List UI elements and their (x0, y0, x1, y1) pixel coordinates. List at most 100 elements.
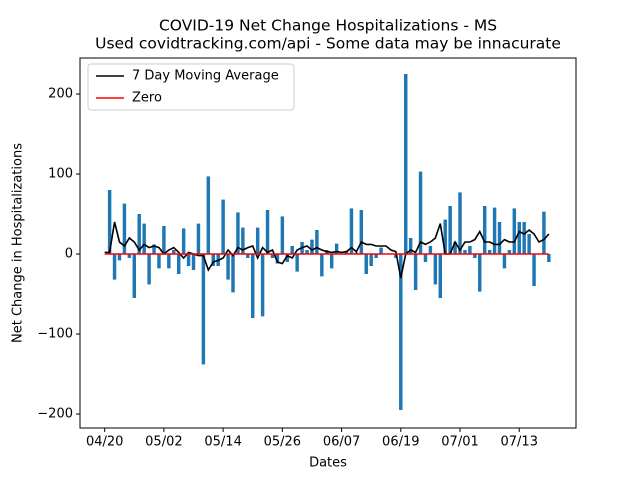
bar (458, 192, 462, 254)
bar (310, 239, 314, 254)
bar (413, 254, 418, 290)
bar (532, 254, 536, 286)
bar (512, 208, 517, 254)
bar (236, 212, 240, 254)
bar (265, 210, 270, 254)
bar (542, 211, 546, 254)
bar (206, 176, 211, 254)
bar (399, 254, 403, 410)
y-tick-label: 200 (48, 87, 73, 102)
legend-box (87, 63, 295, 111)
bar (517, 222, 521, 254)
bar (527, 234, 531, 254)
bar (320, 254, 324, 277)
bar (448, 206, 452, 254)
bar (478, 254, 482, 292)
bar (374, 254, 378, 258)
x-tick-label: 06/19 (382, 435, 419, 450)
bar (117, 254, 122, 261)
chart-title: COVID-19 Net Change Hospitalizations - M… (159, 17, 497, 35)
bar (463, 250, 467, 254)
bar (152, 244, 156, 254)
bar (191, 254, 196, 270)
y-tick-label: −100 (37, 327, 73, 342)
bar (468, 246, 472, 254)
bar (167, 254, 171, 269)
x-tick-label: 05/26 (264, 435, 301, 450)
bar (132, 254, 137, 298)
bar (201, 254, 206, 365)
bar (305, 250, 309, 254)
y-tick-label: 100 (48, 167, 73, 182)
bar (260, 254, 265, 317)
bar (334, 243, 339, 254)
chart-subtitle: Used covidtracking.com/api - Some data m… (95, 35, 561, 53)
bar (226, 254, 230, 280)
bar (547, 254, 551, 262)
bar (255, 227, 260, 254)
bar (423, 254, 428, 262)
bar (122, 203, 127, 254)
bar (176, 254, 181, 274)
bar (418, 171, 423, 254)
bar (497, 222, 502, 254)
bar (231, 254, 235, 293)
bar (275, 254, 280, 264)
bar (433, 254, 438, 285)
bar (137, 214, 141, 254)
bar (344, 251, 349, 254)
bar (359, 210, 364, 254)
bar (492, 207, 497, 254)
bar (438, 254, 443, 298)
bar (522, 222, 526, 254)
bar (251, 254, 255, 318)
bar (315, 230, 319, 254)
bar (502, 254, 507, 269)
bar (162, 226, 166, 254)
bar (241, 227, 245, 254)
bar (482, 206, 487, 254)
bar (329, 254, 334, 269)
bar (295, 254, 299, 272)
bar (157, 254, 161, 269)
bar (147, 254, 151, 285)
bar (428, 246, 433, 254)
bar (364, 254, 368, 274)
bar (453, 242, 457, 254)
bar (127, 254, 132, 258)
bar (349, 208, 354, 254)
bar (270, 254, 275, 258)
bar (142, 223, 146, 254)
bar (394, 254, 398, 258)
bar (172, 250, 176, 254)
bar (290, 246, 294, 254)
y-axis-label: Net Change in Hospitalizations (11, 143, 26, 343)
x-tick-label: 05/02 (145, 435, 182, 450)
x-tick-label: 06/07 (323, 435, 360, 450)
bar (507, 250, 512, 254)
legend-label: 7 Day Moving Average (132, 69, 279, 84)
x-tick-label: 04/20 (86, 435, 123, 450)
bar (369, 254, 373, 266)
bar (487, 250, 492, 254)
legend-label: Zero (132, 91, 162, 106)
bar (379, 247, 383, 254)
y-tick-label: −200 (37, 407, 73, 422)
bar (473, 254, 477, 258)
bar (246, 254, 250, 258)
x-axis-label: Dates (309, 456, 347, 471)
bar (107, 190, 112, 254)
plot-frame (79, 57, 577, 429)
bar (211, 254, 215, 266)
bar (186, 254, 191, 266)
x-tick-label: 07/13 (501, 435, 538, 450)
bar (443, 219, 447, 254)
x-tick-label: 05/14 (204, 435, 241, 450)
bar (280, 216, 285, 254)
bar (285, 254, 290, 262)
bar (408, 238, 413, 254)
bar (196, 223, 201, 254)
line-series (104, 221, 550, 279)
